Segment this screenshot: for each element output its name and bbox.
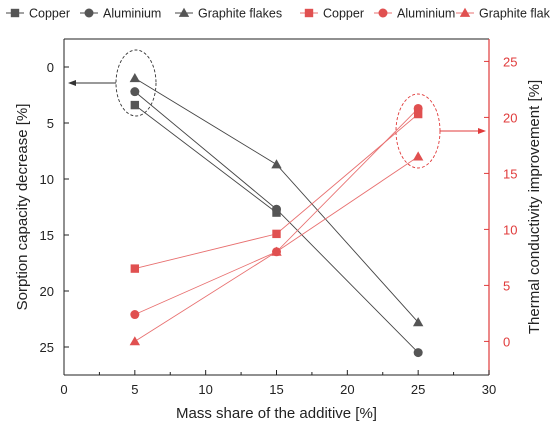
legend-label: Graphite flakes xyxy=(198,7,282,21)
x-tick-label: 25 xyxy=(411,382,425,397)
axis-titles: Mass share of the additive [%] Sorption c… xyxy=(14,80,543,422)
legend-marker xyxy=(378,8,388,18)
legend-label: Copper xyxy=(29,7,70,21)
series-line-left-0 xyxy=(134,104,277,213)
legend-marker xyxy=(459,7,471,17)
legend-label: Aluminium xyxy=(103,7,161,21)
data-point-left xyxy=(271,159,282,169)
data-point-left xyxy=(130,100,140,110)
right-y-tick-label: 25 xyxy=(503,54,517,69)
annotations xyxy=(68,49,486,169)
x-axis-title: Mass share of the additive [%] xyxy=(176,405,377,422)
legend-marker xyxy=(84,8,94,18)
right-y-tick-label: 20 xyxy=(503,110,517,125)
left-y-tick-label: 25 xyxy=(40,340,54,355)
data-point-right xyxy=(130,264,140,273)
series-line-left-1 xyxy=(134,91,419,353)
right-arrow-head xyxy=(478,128,486,134)
data-point-right xyxy=(129,336,141,346)
legend-label: Aluminium xyxy=(397,7,455,21)
left-group-ellipse xyxy=(115,49,157,117)
x-tick-label: 10 xyxy=(198,382,212,397)
x-tick-label: 0 xyxy=(60,382,67,397)
left-y-tick-label: 10 xyxy=(40,172,54,187)
data-point-right xyxy=(271,246,282,256)
x-tick-label: 5 xyxy=(131,382,138,397)
right-y-axis-title: Thermal conductivity improvement [%] xyxy=(526,80,543,334)
data-point-right xyxy=(413,103,423,113)
left-y-tick-label: 15 xyxy=(40,228,54,243)
data-point-right xyxy=(413,109,423,119)
legend-marker xyxy=(10,8,20,18)
legend-label: Graphite flakes xyxy=(479,7,550,21)
left-y-axis-title: Sorption capacity decrease [%] xyxy=(14,104,31,311)
x-tick-label: 15 xyxy=(269,382,283,397)
right-y-tick-label: 5 xyxy=(503,278,510,293)
axes: 0 5 10 15 20 25 30 0 5 10 15 20 25 0 5 10 15 20 25 xyxy=(40,38,517,397)
left-y-tick-label: 5 xyxy=(47,116,54,131)
left-y-tick-label: 20 xyxy=(40,284,54,299)
right-y-tick-label: 0 xyxy=(503,334,510,349)
left-y-tick-label: 0 xyxy=(47,60,54,75)
data-point-left xyxy=(129,73,141,83)
series-line-left-2 xyxy=(134,77,419,323)
legend-marker xyxy=(304,8,314,18)
data-point-left xyxy=(272,204,281,214)
data-point-left xyxy=(130,87,140,97)
series-markers xyxy=(129,73,424,358)
x-tick-label: 30 xyxy=(482,382,496,397)
data-point-right xyxy=(272,229,281,239)
data-point-right xyxy=(412,151,424,161)
legend-label: Copper xyxy=(323,7,364,21)
x-tick-label: 20 xyxy=(340,382,354,397)
right-y-tick-label: 10 xyxy=(503,222,517,237)
right-y-tick-label: 15 xyxy=(503,166,517,181)
legend: Copper Aluminium Graphite flakes Copper Alum… xyxy=(6,7,550,21)
data-point-left xyxy=(412,317,424,327)
legend-marker xyxy=(178,7,190,17)
data-point-right xyxy=(130,310,140,320)
left-arrow-head xyxy=(68,80,76,86)
data-point-left xyxy=(413,348,423,358)
